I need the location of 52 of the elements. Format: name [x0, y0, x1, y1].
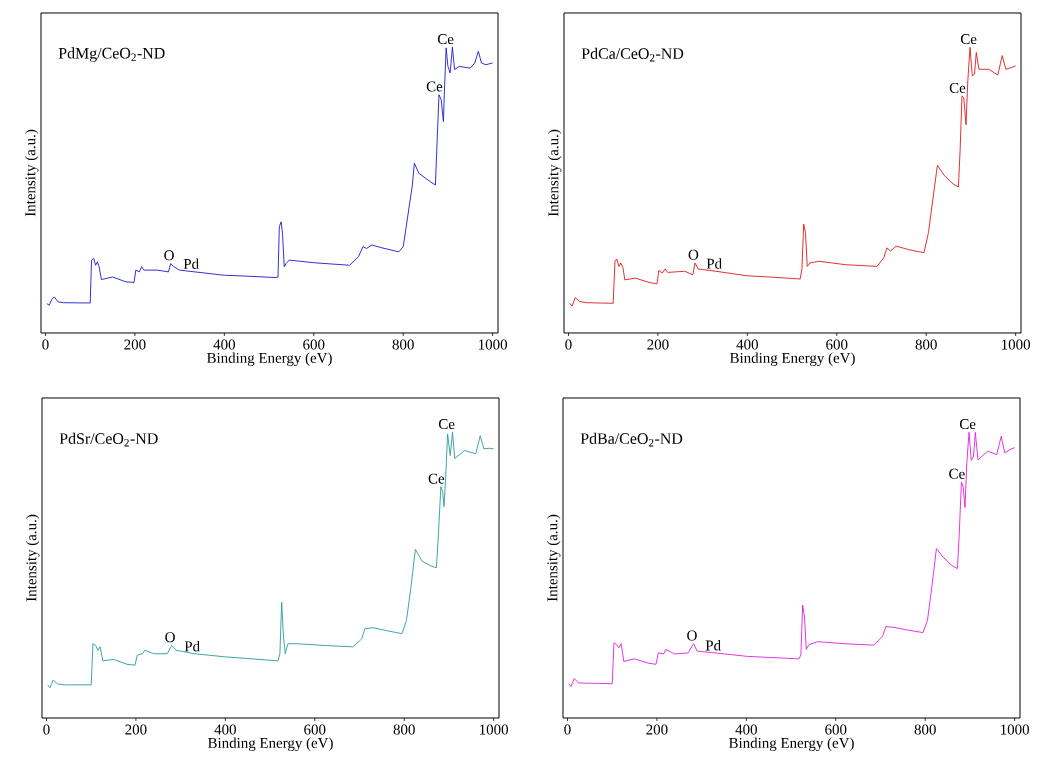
annotation: Pd — [706, 258, 722, 269]
annotation: Ce — [949, 468, 965, 479]
x-tick-label: 600 — [304, 724, 326, 735]
x-tick-label: 200 — [647, 339, 669, 350]
x-tick-label: 400 — [735, 724, 757, 735]
x-tick-label: 0 — [564, 724, 571, 735]
chart-title: PdBa/CeO$_{2}$-ND — [580, 432, 683, 447]
x-axis-title: Binding Energy (eV) — [206, 352, 332, 367]
annotation: Ce — [437, 34, 454, 45]
x-tick-label: 200 — [124, 339, 146, 350]
chart-title: PdMg/CeO$_{2}$-ND — [58, 47, 165, 62]
x-tick-label: 400 — [214, 724, 236, 735]
annotation: Pd — [184, 640, 200, 652]
x-tick-label: 600 — [825, 724, 847, 735]
x-tick-label: 800 — [393, 724, 415, 735]
annotation: O — [687, 630, 697, 641]
x-tick-label: 1000 — [1002, 339, 1031, 350]
x-tick-label: 1000 — [1001, 724, 1030, 735]
x-axis-title: Binding Energy (eV) — [729, 737, 854, 752]
annotation: Ce — [438, 419, 455, 430]
x-tick-label: 400 — [213, 339, 235, 350]
chart-title: PdSr/CeO$_{2}$-ND — [59, 432, 158, 447]
x-tick-label: 1000 — [479, 339, 508, 350]
x-tick-label: 600 — [826, 339, 848, 350]
annotation: O — [688, 249, 699, 260]
chart-title: PdCa/CeO$_{2}$-ND — [581, 47, 684, 62]
x-tick-label: 800 — [915, 339, 937, 350]
x-axis-title: Binding Energy (eV) — [730, 352, 855, 367]
x-tick-label: 200 — [125, 724, 147, 735]
x-tick-label: 400 — [736, 339, 758, 350]
annotation: O — [164, 250, 174, 261]
annotation: Ce — [949, 82, 966, 93]
annotation: Ce — [960, 34, 977, 45]
x-tick-label: 800 — [914, 724, 936, 735]
annotation: O — [165, 632, 175, 643]
x-tick-label: 0 — [42, 339, 49, 350]
x-tick-label: 600 — [303, 339, 325, 350]
annotation: Pd — [183, 258, 199, 269]
x-tick-label: 0 — [565, 339, 572, 350]
y-axis-title: Intensity (a.u.) — [24, 129, 39, 217]
annotation: Ce — [428, 473, 445, 484]
y-axis-title: Intensity (a.u.) — [547, 129, 562, 217]
y-axis-title: Intensity (a.u.) — [546, 514, 561, 602]
x-tick-label: 1000 — [480, 724, 509, 735]
x-tick-label: 0 — [43, 724, 50, 735]
y-axis-title: Intensity (a.u.) — [25, 514, 40, 602]
annotation: Pd — [705, 640, 721, 651]
annotation: Ce — [426, 81, 443, 92]
annotation: Ce — [959, 419, 976, 430]
x-tick-label: 800 — [392, 339, 414, 350]
x-axis-title: Binding Energy (eV) — [207, 737, 333, 752]
x-tick-label: 200 — [646, 724, 668, 735]
